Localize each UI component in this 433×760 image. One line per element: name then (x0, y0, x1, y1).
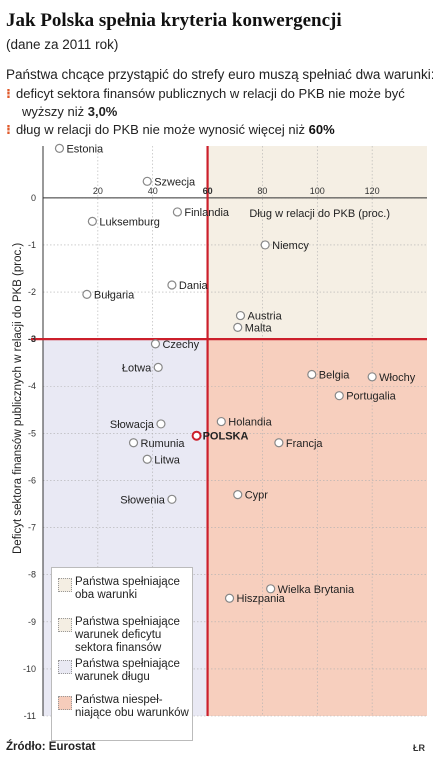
data-label: Hiszpania (237, 593, 286, 605)
data-label: Belgia (319, 369, 350, 381)
bullet-debt: ⁝ dług w relacji do PKB nie może wynosić … (6, 122, 335, 138)
y-tick-label: -2 (28, 287, 36, 297)
data-point (235, 310, 246, 321)
data-label: Szwecja (154, 176, 196, 188)
data-label: Cypr (245, 490, 269, 502)
bullet-deficit-text: deficyt sektora finansów publicznych w r… (16, 86, 405, 101)
legend-label-debt: Państwa spełniające warunek długu (75, 658, 180, 683)
data-label: Francja (286, 438, 324, 450)
legend: Państwa spełniające oba warunki Państwa … (51, 567, 193, 741)
data-label: Holandia (228, 417, 272, 429)
legend-swatch-neither (58, 696, 72, 710)
bullet-icon: ⁝ (6, 122, 11, 137)
threshold-debt-label: 60 (203, 186, 213, 196)
x-tick-label: 120 (365, 186, 380, 196)
data-label: Łotwa (122, 362, 152, 374)
data-label: Estonia (66, 143, 104, 155)
data-label: Malta (245, 322, 273, 334)
data-point (216, 416, 226, 427)
data-point (156, 419, 166, 429)
data-label: Słowacja (110, 419, 155, 431)
y-axis-label: Deficyt sektora finansów publicznych w r… (12, 242, 24, 554)
legend-label-both: Państwa spełniające oba warunki (75, 576, 180, 601)
data-point (260, 240, 270, 250)
data-point (334, 391, 344, 401)
y-tick-label: -7 (28, 523, 36, 533)
bullet-deficit: ⁝ deficyt sektora finansów publicznych w … (6, 86, 405, 102)
data-point-polska (191, 430, 202, 441)
data-point (153, 362, 163, 373)
x-axis-label: Dług w relacji do PKB (proc.) (249, 208, 390, 220)
data-point (142, 176, 152, 186)
data-point (307, 369, 317, 380)
data-label: Dania (179, 280, 209, 292)
y-tick-label: -6 (28, 475, 36, 485)
data-label: Wielka Brytania (278, 584, 355, 596)
data-point (128, 438, 139, 448)
data-point (142, 454, 152, 464)
legend-label-deficit: Państwa spełniające warunek deficytu sek… (75, 616, 180, 654)
data-label: Luksemburg (99, 216, 160, 228)
bullet-icon: ⁝ (6, 86, 11, 101)
bullet-deficit-value: 3,0% (87, 104, 118, 119)
threshold-deficit-label: -3 (28, 334, 36, 344)
y-tick-label: -10 (23, 664, 36, 674)
data-point (274, 438, 284, 448)
data-label: Austria (247, 311, 282, 323)
y-tick-label: -1 (28, 240, 36, 250)
data-label: Litwa (154, 454, 181, 466)
data-point (266, 584, 276, 594)
y-tick-label: -8 (28, 570, 36, 580)
bullet-deficit-pre: wyższy niż (22, 104, 88, 119)
data-label: Słowenia (120, 494, 166, 506)
legend-swatch-deficit (58, 618, 72, 632)
data-point (150, 339, 161, 349)
author-initials: ŁR (413, 743, 425, 753)
data-point (224, 593, 235, 603)
x-tick-label: 100 (310, 186, 325, 196)
data-point (233, 489, 243, 500)
data-label: Niemcy (272, 240, 309, 252)
x-tick-label: 20 (93, 186, 103, 196)
bullet-debt-value: 60% (308, 122, 335, 137)
intro-text: Państwa chcące przystąpić do strefy euro… (6, 67, 433, 82)
data-label-polska: POLSKA (203, 431, 249, 443)
legend-swatch-debt (58, 660, 72, 674)
x-tick-label: 80 (257, 186, 267, 196)
y-tick-label: -9 (28, 617, 36, 627)
data-point (367, 372, 377, 382)
data-label: Rumunia (141, 438, 186, 450)
data-point (87, 216, 97, 226)
chart-title: Jak Polska spełnia kryteria konwergencji (6, 10, 342, 31)
data-label: Bułgaria (94, 289, 135, 301)
legend-swatch-both (58, 578, 72, 592)
bullet-deficit-line2: wyższy niż 3,0% (22, 104, 117, 119)
chart-subtitle: (dane za 2011 rok) (6, 37, 119, 52)
x-tick-label: 40 (148, 186, 158, 196)
data-point (172, 207, 182, 217)
data-point (54, 143, 65, 153)
data-label: Portugalia (346, 391, 396, 403)
data-label: Czechy (162, 339, 199, 351)
data-point (167, 280, 177, 290)
y-tick-label: 0 (31, 193, 36, 203)
data-point (233, 322, 243, 332)
data-label: Włochy (379, 372, 416, 384)
data-point (82, 289, 92, 299)
source-note: Źródło: Eurostat (6, 741, 96, 753)
data-label: Finlandia (184, 207, 230, 219)
y-tick-label: -11 (24, 711, 36, 721)
legend-label-neither: Państwa niespeł-niające obu warunków (75, 694, 189, 719)
data-point (167, 494, 177, 504)
bullet-debt-text: dług w relacji do PKB nie może wynosić w… (16, 122, 309, 137)
y-tick-label: -4 (28, 381, 36, 391)
y-tick-label: -5 (28, 428, 36, 438)
